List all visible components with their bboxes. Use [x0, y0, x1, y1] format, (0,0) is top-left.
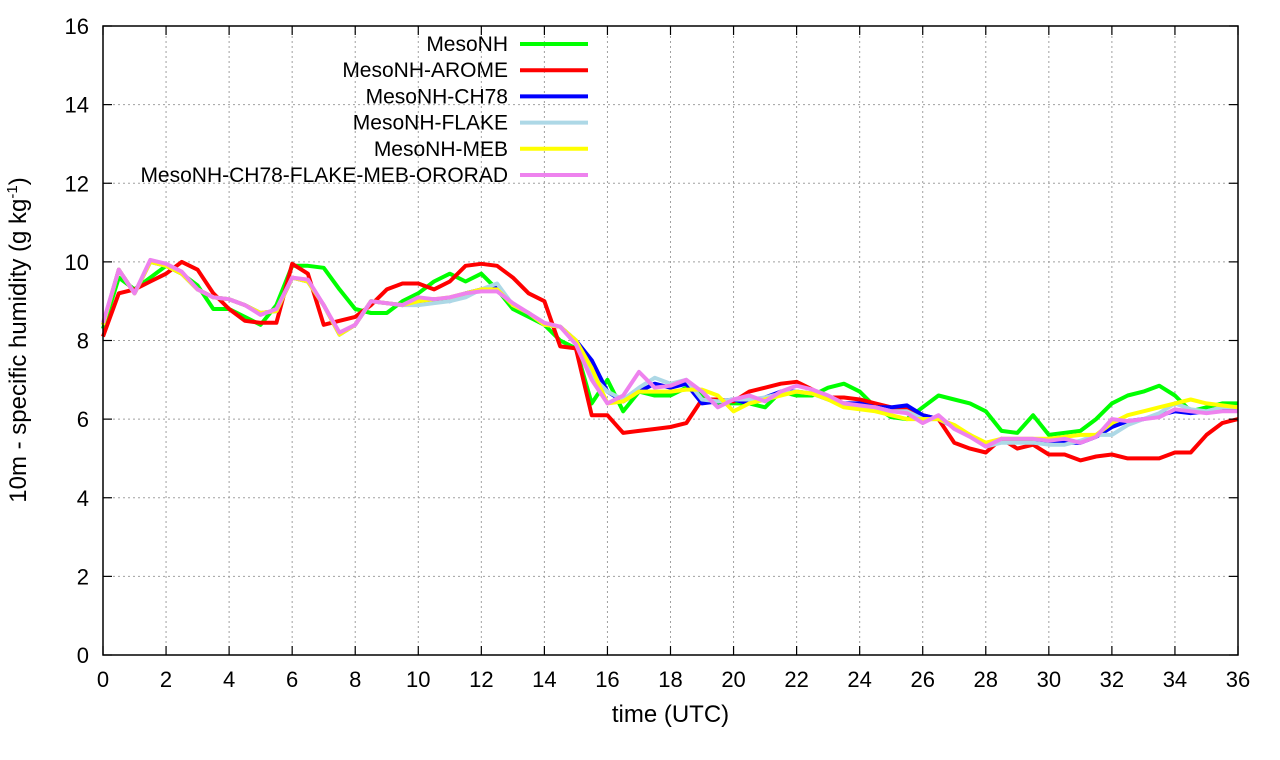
series-layer: [101, 257, 1239, 463]
y-axis-label-close: ): [5, 177, 32, 185]
x-tick-label: 2: [160, 667, 172, 692]
legend-label: MesoNH-CH78: [366, 85, 508, 108]
tick-labels: 0 2 4 6 8 10 12 14 16 18 20 22 24 26 28 30 32 34 360246810…: [65, 14, 1251, 692]
y-tick-label: 4: [77, 486, 89, 511]
x-tick-label: 18: [658, 667, 682, 692]
x-tick-label: 6: [286, 667, 298, 692]
x-tick-label: 34: [1163, 667, 1187, 692]
x-tick-label: 24: [847, 667, 871, 692]
legend-label: MesoNH-AROME: [342, 59, 508, 82]
y-axis-label-superscript: -1: [4, 185, 21, 198]
x-tick-label: 26: [910, 667, 934, 692]
series-line-1: [101, 259, 1239, 463]
grid: [103, 26, 1238, 655]
legend: MesoNH MesoNH-AROME MesoNH-CH78 MesoNH-FLAK…: [140, 33, 588, 187]
x-axis-label: time (UTC): [612, 701, 729, 728]
y-tick-label: 14: [65, 93, 89, 118]
series-line-5: [101, 257, 1238, 449]
y-axis-label-main: 10m - specific humidity (g kg: [5, 199, 32, 503]
x-tick-label: 0: [97, 667, 109, 692]
x-tick-label: 16: [595, 667, 619, 692]
y-tick-label: 16: [65, 14, 89, 39]
x-tick-label: 14: [532, 667, 556, 692]
y-tick-label: 12: [65, 171, 89, 196]
x-tick-label: 4: [223, 667, 235, 692]
x-tick-label: 8: [349, 667, 361, 692]
legend-label: MesoNH-MEB: [374, 138, 508, 161]
y-axis-label: 10m - specific humidity (g kg-1): [4, 177, 32, 502]
x-tick-label: 20: [721, 667, 745, 692]
y-tick-label: 6: [77, 407, 89, 432]
x-tick-label: 30: [1037, 667, 1061, 692]
x-tick-label: 22: [784, 667, 808, 692]
legend-label: MesoNH-CH78-FLAKE-MEB-ORORAD: [140, 164, 508, 187]
y-tick-label: 10: [65, 250, 89, 275]
x-tick-label: 10: [406, 667, 430, 692]
x-tick-label: 12: [469, 667, 493, 692]
y-tick-label: 0: [77, 643, 89, 668]
y-tick-label: 8: [77, 329, 89, 354]
ticks: [102, 25, 1239, 656]
legend-label: MesoNH-FLAKE: [353, 112, 508, 135]
x-tick-label: 36: [1226, 667, 1250, 692]
x-tick-label: 28: [974, 667, 998, 692]
y-tick-label: 2: [77, 564, 89, 589]
legend-label: MesoNH: [426, 33, 508, 56]
x-tick-label: 32: [1100, 667, 1124, 692]
